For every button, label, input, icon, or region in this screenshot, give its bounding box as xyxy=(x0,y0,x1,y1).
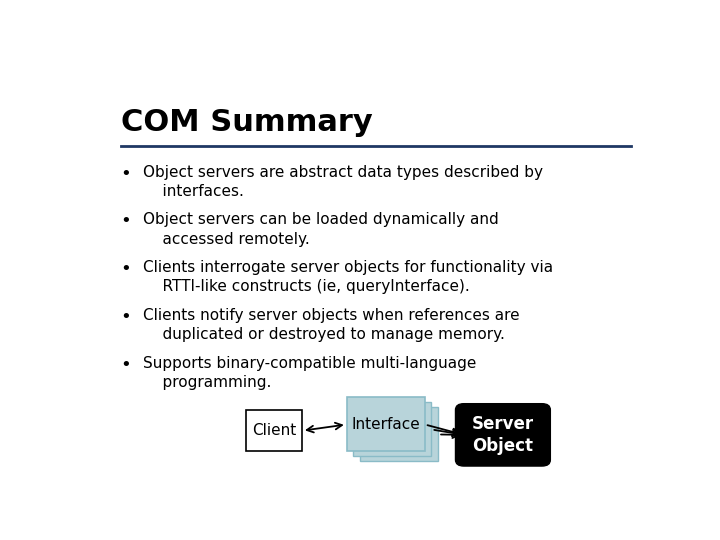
Text: Interface: Interface xyxy=(351,417,420,432)
Text: Clients interrogate server objects for functionality via
    RTTI-like construct: Clients interrogate server objects for f… xyxy=(143,260,553,294)
Text: Server
Object: Server Object xyxy=(472,415,534,455)
FancyBboxPatch shape xyxy=(456,404,550,466)
Text: Supports binary-compatible multi-language
    programming.: Supports binary-compatible multi-languag… xyxy=(143,356,477,390)
Text: •: • xyxy=(121,212,132,231)
FancyBboxPatch shape xyxy=(246,410,302,451)
FancyBboxPatch shape xyxy=(347,397,425,451)
Text: Object servers can be loaded dynamically and
    accessed remotely.: Object servers can be loaded dynamically… xyxy=(143,212,499,247)
Text: Object servers are abstract data types described by
    interfaces.: Object servers are abstract data types d… xyxy=(143,165,543,199)
Text: •: • xyxy=(121,356,132,374)
Text: •: • xyxy=(121,308,132,326)
Text: Clients notify server objects when references are
    duplicated or destroyed to: Clients notify server objects when refer… xyxy=(143,308,520,342)
Text: •: • xyxy=(121,165,132,183)
Text: •: • xyxy=(121,260,132,278)
Text: Client: Client xyxy=(252,423,296,438)
FancyBboxPatch shape xyxy=(354,402,431,456)
FancyBboxPatch shape xyxy=(360,407,438,462)
Text: COM Summary: COM Summary xyxy=(121,109,372,138)
